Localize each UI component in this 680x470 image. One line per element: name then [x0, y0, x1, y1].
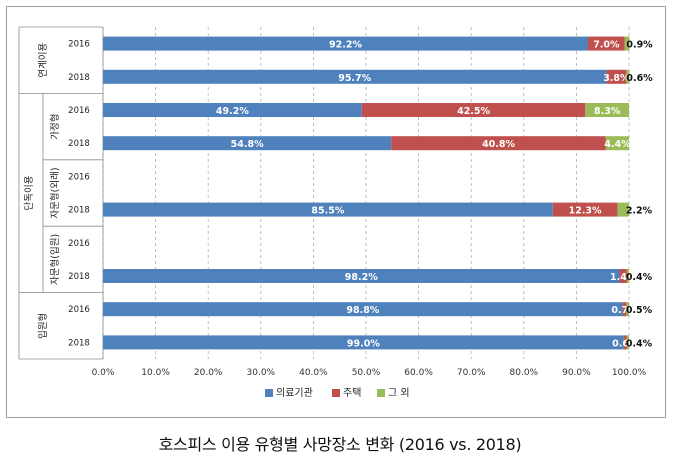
data-label: 4.4%	[604, 139, 631, 150]
year-label: 2018	[68, 73, 90, 83]
bar-segment-의료기관	[103, 36, 588, 51]
data-label: 3.8%	[603, 73, 630, 84]
data-label: 95.7%	[338, 73, 371, 84]
bar-segment-의료기관	[103, 269, 620, 283]
x-tick-label: 80.0%	[510, 368, 539, 378]
bar-segment-주택	[552, 202, 618, 217]
bar-segment-의료기관	[103, 302, 623, 317]
bar-segment-주택	[391, 136, 606, 151]
legend-swatch	[332, 389, 340, 397]
bar-segment-그 외	[626, 335, 629, 350]
x-tick-label: 70.0%	[457, 368, 486, 378]
year-label: 2018	[68, 338, 90, 348]
data-label: 54.8%	[231, 139, 264, 150]
data-label: 7.0%	[593, 40, 620, 51]
x-tick-label: 50.0%	[352, 368, 381, 378]
data-label: 0.4%	[626, 272, 653, 283]
data-label: 40.8%	[482, 139, 515, 150]
bar-segment-의료기관	[103, 69, 607, 84]
data-label: 2.2%	[626, 206, 653, 217]
data-label: 92.2%	[329, 40, 362, 51]
data-label: 0.7%	[611, 305, 638, 316]
bar-segment-그 외	[626, 269, 629, 283]
group-label: 연계이용	[37, 42, 49, 77]
data-label: 0.9%	[626, 40, 653, 51]
bar-segment-주택	[606, 69, 627, 84]
year-label: 2018	[68, 206, 90, 216]
bar-segment-그 외	[624, 36, 630, 51]
year-label: 2018	[68, 272, 90, 282]
data-label: 8.3%	[594, 106, 621, 117]
bar-segment-그 외	[626, 302, 629, 317]
x-tick-label: 20.0%	[194, 368, 223, 378]
bar-segment-의료기관	[103, 136, 392, 151]
x-tick-label: 40.0%	[299, 368, 328, 378]
year-label: 2018	[68, 139, 90, 149]
x-tick-label: 30.0%	[247, 368, 276, 378]
legend-swatch	[265, 389, 273, 397]
stacked-bar-chart: 0.0% 10.0% 20.0% 30.0% 40.0% 50.0% 60.0% 70.0% 8…	[18, 26, 653, 399]
outer-group-label: 단독이용	[24, 175, 35, 210]
data-label: 85.5%	[311, 206, 344, 217]
data-label: 0.6%	[626, 73, 653, 84]
data-label: 0.6%	[612, 338, 639, 349]
x-tick-label: 0.0%	[92, 368, 115, 378]
data-label: 98.8%	[346, 305, 379, 316]
data-label: 99.0%	[347, 338, 380, 349]
data-label: 49.2%	[216, 106, 249, 117]
legend-label: 그 외	[388, 387, 410, 399]
legend-label: 의료기관	[276, 387, 313, 399]
year-label: 2016	[68, 106, 90, 116]
x-tick-label: 90.0%	[562, 368, 591, 378]
bar-segment-의료기관	[103, 335, 624, 350]
x-tick-label: 100.0%	[612, 368, 647, 378]
bar-segment-그 외	[605, 136, 629, 151]
bar-segment-주택	[587, 36, 625, 51]
bar-segment-그 외	[626, 69, 630, 84]
year-label: 2016	[68, 172, 90, 182]
chart-frame: 0.0% 10.0% 20.0% 30.0% 40.0% 50.0% 60.0% 70.0% 8…	[6, 6, 666, 418]
data-label: 0.4%	[626, 338, 653, 349]
year-label: 2016	[68, 305, 90, 315]
group-label: 가정형	[50, 113, 61, 139]
group-label: 자문형(입원)	[49, 234, 61, 285]
bar-segment-그 외	[585, 103, 629, 117]
year-label: 2016	[68, 239, 90, 249]
legend-swatch	[377, 389, 385, 397]
data-label: 0.5%	[626, 305, 653, 316]
bar-segment-그 외	[617, 202, 629, 217]
group-label: 입원형	[37, 313, 49, 339]
data-label: 1.4%	[610, 272, 637, 283]
bar-segment-의료기관	[103, 202, 553, 217]
bar-segment-주택	[619, 269, 627, 283]
legend-label: 주택	[343, 387, 361, 399]
x-tick-label: 10.0%	[141, 368, 170, 378]
bar-segment-주택	[623, 335, 627, 350]
bar-segment-주택	[622, 302, 627, 317]
data-label: 42.5%	[457, 106, 490, 117]
bar-segment-의료기관	[103, 103, 362, 117]
data-label: 12.3%	[569, 206, 602, 217]
x-tick-label: 60.0%	[404, 368, 433, 378]
chart-caption: 호스피스 이용 유형별 사망장소 변화 (2016 vs. 2018)	[158, 435, 522, 454]
bar-segment-주택	[361, 103, 586, 117]
year-label: 2016	[68, 40, 90, 50]
data-label: 98.2%	[345, 272, 378, 283]
group-label: 자문형(외래)	[49, 167, 61, 218]
